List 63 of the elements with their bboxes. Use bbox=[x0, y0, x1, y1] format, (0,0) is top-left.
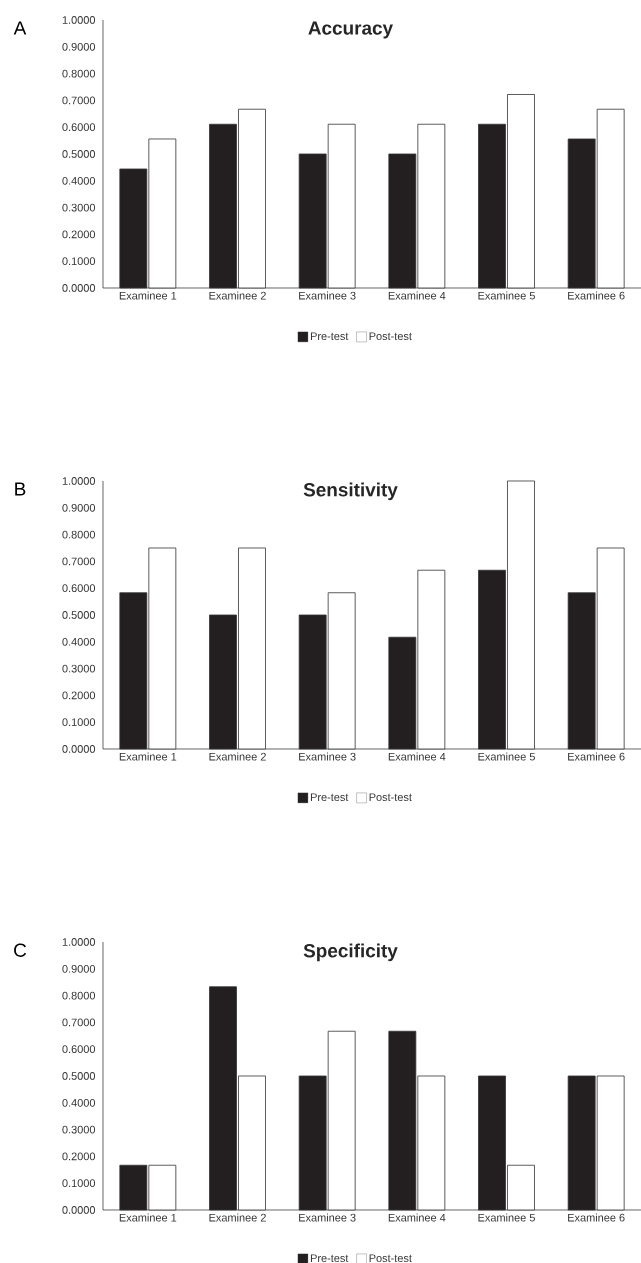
y-tick-label: 0.3000 bbox=[62, 1125, 96, 1134]
y-tick-label: 0.8000 bbox=[62, 69, 96, 78]
y-tick-label: 1.0000 bbox=[62, 938, 96, 946]
y-tick-label: 0.3000 bbox=[62, 203, 96, 212]
y-tick-label: 0.0000 bbox=[62, 1206, 96, 1214]
y-tick-label: 0.2000 bbox=[62, 691, 96, 700]
legend-label: Post-test bbox=[369, 1254, 412, 1263]
y-tick-label: 0.1000 bbox=[62, 1179, 96, 1188]
y-tick-label: 0.8000 bbox=[62, 991, 96, 1000]
y-tick-label: 0.9000 bbox=[62, 964, 96, 973]
y-tick-label: 0.9000 bbox=[62, 42, 96, 51]
y-tick-label: 0.5000 bbox=[62, 150, 96, 158]
legend-label: Post-test bbox=[369, 332, 412, 341]
y-tick-label: 0.6000 bbox=[62, 123, 96, 132]
x-tick-label: Examinee 2 bbox=[209, 291, 266, 300]
y-tick-label: 0.7000 bbox=[62, 1018, 96, 1027]
x-tick-label: Examinee 6 bbox=[568, 752, 625, 761]
y-tick-label: 0.0000 bbox=[62, 284, 96, 292]
x-tick-label: Examinee 1 bbox=[119, 291, 177, 300]
legend-label: Pre-test bbox=[310, 332, 349, 341]
x-tick-label: Examinee 5 bbox=[478, 752, 535, 761]
chart-title: Specificity bbox=[303, 943, 398, 962]
x-tick-label: Examinee 2 bbox=[209, 1213, 266, 1222]
y-tick-label: 0.3000 bbox=[62, 664, 96, 673]
legend-label: Pre-test bbox=[310, 793, 349, 802]
y-tick-label: 1.0000 bbox=[62, 477, 96, 485]
y-tick-label: 0.2000 bbox=[62, 230, 96, 239]
text: B bbox=[15, 482, 26, 496]
x-tick-label: Examinee 6 bbox=[568, 291, 625, 300]
y-tick-label: 0.6000 bbox=[62, 584, 96, 593]
x-tick-label: Examinee 2 bbox=[209, 752, 266, 761]
chart-title: Accuracy bbox=[308, 21, 393, 39]
x-tick-label: Examinee 3 bbox=[299, 291, 356, 300]
y-tick-label: 0.5000 bbox=[62, 611, 96, 619]
x-tick-label: Examinee 5 bbox=[478, 291, 535, 300]
y-tick-label: 0.8000 bbox=[62, 530, 96, 539]
x-tick-label: Examinee 3 bbox=[299, 1213, 356, 1222]
y-tick-label: 0.6000 bbox=[62, 1045, 96, 1054]
y-tick-label: 0.5000 bbox=[62, 1072, 96, 1080]
y-tick-label: 0.0000 bbox=[62, 745, 96, 753]
legend-label: Post-test bbox=[369, 793, 412, 802]
x-tick-label: Examinee 4 bbox=[388, 291, 446, 300]
x-tick-label: Examinee 1 bbox=[119, 1213, 177, 1222]
y-tick-label: 0.4000 bbox=[62, 176, 96, 185]
y-tick-label: 0.7000 bbox=[62, 96, 96, 105]
y-tick-label: 0.1000 bbox=[62, 718, 96, 727]
x-tick-label: Examinee 1 bbox=[119, 752, 177, 761]
x-tick-label: Examinee 3 bbox=[299, 752, 356, 761]
text: C bbox=[14, 943, 27, 957]
y-tick-label: 0.7000 bbox=[62, 557, 96, 566]
y-tick-label: 0.4000 bbox=[62, 1098, 96, 1107]
x-tick-label: Examinee 6 bbox=[568, 1213, 625, 1222]
x-tick-label: Examinee 5 bbox=[478, 1213, 535, 1222]
y-tick-label: 1.0000 bbox=[62, 16, 96, 24]
y-tick-label: 0.4000 bbox=[62, 637, 96, 646]
legend-label: Pre-test bbox=[310, 1254, 349, 1263]
text: A bbox=[13, 21, 27, 35]
y-tick-label: 0.2000 bbox=[62, 1152, 96, 1161]
chart-title: Sensitivity bbox=[303, 482, 398, 501]
x-tick-label: Examinee 4 bbox=[388, 1213, 446, 1222]
y-tick-label: 0.1000 bbox=[62, 257, 96, 266]
x-tick-label: Examinee 4 bbox=[388, 752, 446, 761]
y-tick-label: 0.9000 bbox=[62, 503, 96, 512]
